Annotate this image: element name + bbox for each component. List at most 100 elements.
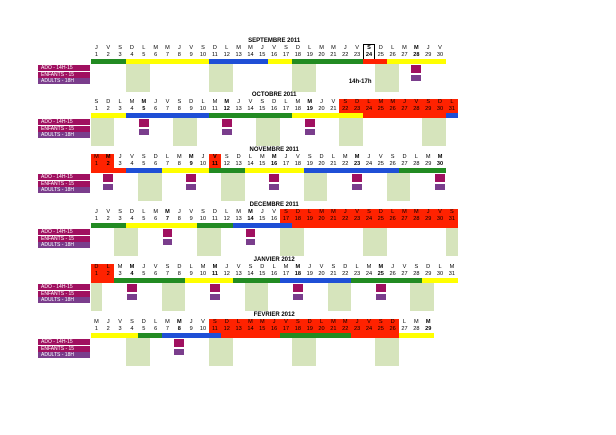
session-marker — [103, 174, 114, 182]
holiday-cell — [351, 209, 364, 224]
period-bar-blue — [280, 278, 352, 283]
weekday-letter: V — [165, 99, 170, 105]
weekend-block — [327, 283, 352, 311]
weekday-letter: M — [105, 154, 111, 160]
weekday-letter: L — [284, 99, 288, 105]
holiday-cell — [291, 319, 305, 334]
weekday-letter: M — [390, 99, 395, 105]
weekday-letter: M — [331, 319, 336, 325]
day-number: 8 — [177, 52, 181, 58]
day-number: 8 — [177, 106, 181, 112]
weekday-letter: S — [284, 209, 288, 215]
session-marker — [221, 119, 232, 127]
day-number: 12 — [223, 52, 230, 58]
weekday-letter: L — [308, 209, 312, 215]
weekday-letter: J — [343, 209, 347, 215]
weekday-letter: V — [106, 45, 111, 51]
weekend-block — [209, 64, 233, 92]
weekend-block — [220, 173, 245, 201]
weekday-letter: D — [402, 154, 407, 160]
weekend-block — [126, 338, 150, 366]
day-number: 18 — [294, 161, 301, 167]
session-marker — [304, 129, 315, 135]
weekday-letter: J — [237, 99, 240, 105]
day-number: 13 — [235, 52, 242, 58]
day-number: 7 — [165, 52, 170, 58]
weekday-letter: V — [189, 209, 194, 215]
session-marker — [352, 184, 363, 190]
weekday-letter: J — [284, 154, 288, 160]
row-label: ADO - 14H-15 — [38, 119, 90, 125]
day-number: 21 — [330, 52, 337, 58]
period-bar-yellow — [126, 223, 198, 228]
day-number: 3 — [118, 216, 122, 222]
day-number: 29 — [425, 52, 432, 58]
holiday-cell — [291, 209, 305, 224]
day-number: 22 — [342, 161, 349, 167]
weekday-letter: M — [354, 154, 360, 160]
weekday-letter: S — [248, 264, 253, 270]
day-number: 26 — [389, 106, 396, 112]
day-number: 19 — [306, 161, 313, 167]
period-bar-yellow — [90, 333, 138, 338]
holiday-cell — [363, 99, 376, 114]
day-number: 7 — [165, 216, 170, 222]
day-number: 2 — [106, 216, 110, 222]
day-number: 8 — [177, 271, 181, 277]
weekday-letter: V — [319, 264, 324, 270]
weekend-block — [126, 64, 150, 92]
weekday-letter: D — [224, 319, 229, 325]
row-label: ENFANTS - 15 — [38, 290, 90, 297]
day-number: 22 — [342, 326, 349, 332]
day-number: 7 — [165, 326, 170, 332]
period-bar-blue — [303, 168, 399, 173]
month-title: JANVIER 2012 — [253, 257, 295, 263]
period-bar-green — [209, 168, 245, 173]
period-bar-green — [291, 59, 364, 64]
weekday-letter: D — [426, 264, 431, 270]
weekday-letter: M — [414, 45, 419, 51]
day-number: 28 — [413, 106, 420, 112]
day-number: 28 — [413, 161, 420, 167]
holiday-cell — [256, 319, 269, 334]
weekday-letter: L — [450, 99, 454, 105]
holiday-cell — [327, 319, 340, 334]
weekday-letter: S — [260, 99, 265, 105]
weekday-letter: L — [237, 319, 241, 325]
holiday-cell — [374, 209, 388, 224]
day-number: 8 — [177, 161, 181, 167]
day-number: 18 — [294, 216, 301, 222]
weekday-letter: L — [225, 209, 229, 215]
day-number: 23 — [353, 52, 361, 58]
weekday-letter: M — [94, 154, 99, 160]
day-number: 31 — [448, 106, 456, 112]
day-number: 31 — [448, 271, 456, 277]
session-marker — [304, 119, 315, 127]
day-number: 10 — [199, 326, 207, 332]
weekday-letter: J — [142, 264, 146, 270]
weekday-letter: V — [378, 154, 383, 160]
day-number: 2 — [106, 326, 110, 332]
schedule-note: 14h-17h — [348, 79, 372, 85]
day-number: 12 — [223, 271, 230, 277]
period-bar-green — [90, 223, 127, 228]
day-number: 5 — [142, 271, 146, 277]
day-number: 26 — [389, 271, 396, 277]
weekday-letter: M — [366, 264, 372, 270]
session-marker — [245, 229, 256, 237]
weekday-letter: J — [201, 154, 205, 160]
day-number: 27 — [401, 271, 408, 277]
day-number: 27 — [401, 216, 408, 222]
day-number: 21 — [330, 216, 337, 222]
weekday-letter: L — [438, 264, 442, 270]
row-label: ENFANTS - 15 — [38, 180, 90, 187]
day-number: 24 — [365, 106, 373, 112]
day-number: 4 — [130, 271, 134, 277]
weekday-letter: M — [177, 154, 182, 160]
day-number: 29 — [425, 161, 432, 167]
weekday-letter: L — [225, 45, 229, 51]
holiday-cell — [327, 209, 340, 224]
weekend-block — [209, 338, 233, 366]
weekday-letter: S — [201, 209, 205, 215]
weekday-letter: J — [118, 154, 122, 160]
